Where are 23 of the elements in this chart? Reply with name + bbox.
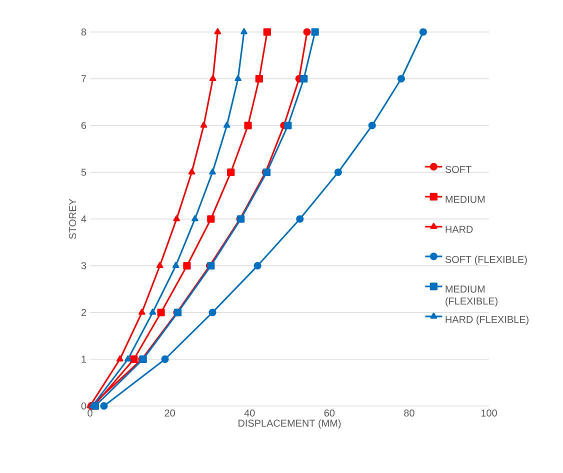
- legend-label: MEDIUM (FLEXIBLE): [446, 286, 498, 307]
- y-tick-label: 5: [81, 168, 86, 176]
- x-tick-label: 60: [324, 410, 335, 417]
- y-tick-label: 2: [81, 309, 86, 316]
- y-axis-title: STOREY: [69, 198, 76, 239]
- legend-label: HARD: [446, 226, 473, 233]
- x-tick-label: 20: [164, 410, 175, 417]
- x-tick-label: 40: [244, 410, 255, 417]
- y-tick-label: 4: [81, 216, 86, 222]
- y-tick-label: 3: [81, 262, 86, 270]
- y-tick-label: 0: [81, 402, 86, 410]
- x-tick-label: 80: [404, 410, 414, 417]
- y-tick-label: 6: [81, 122, 86, 130]
- y-tick-label: 7: [81, 75, 86, 82]
- x-tick-label: 0: [88, 410, 92, 417]
- y-tick-label: 1: [82, 356, 86, 363]
- x-axis-title: DISPLACEMENT (MM): [238, 419, 341, 429]
- legend-label: SOFT: [445, 166, 472, 173]
- legend-label: SOFT (FLEXIBLE): [445, 256, 527, 265]
- y-tick-label: 8: [81, 28, 86, 36]
- legend-label: MEDIUM: [446, 196, 485, 203]
- x-tick-label: 100: [481, 410, 497, 417]
- legend-label: HARD (FLEXIBLE): [446, 316, 528, 325]
